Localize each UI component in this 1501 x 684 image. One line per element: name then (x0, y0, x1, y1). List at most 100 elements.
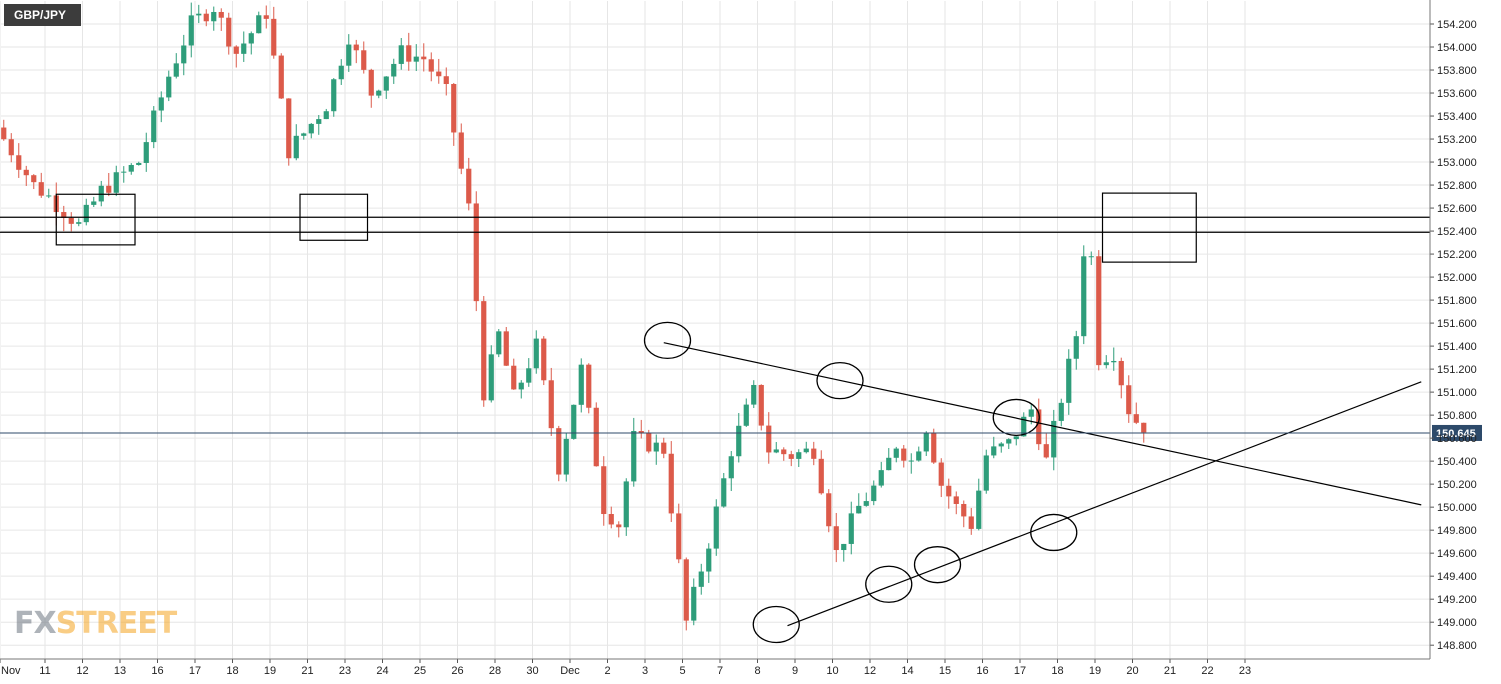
candle-bearish (286, 98, 292, 159)
candle-bullish (571, 404, 577, 439)
candle-bullish (83, 204, 89, 223)
candle-bearish (683, 559, 689, 621)
x-tick-label: 13 (114, 665, 126, 677)
x-tick-label: 21 (301, 665, 313, 677)
candle-bullish (871, 485, 877, 502)
x-tick-label: 16 (976, 665, 988, 677)
candle-bearish (466, 168, 472, 204)
candle-bearish (443, 76, 449, 85)
current-price-label: 150.645 (1436, 428, 1476, 440)
candle-bearish (766, 425, 772, 453)
pivot-ellipse (992, 398, 1040, 437)
y-tick-label: 149.800 (1437, 525, 1477, 537)
candle-bearish (833, 526, 839, 551)
x-tick-label: 16 (151, 665, 163, 677)
candle-bullish (241, 43, 247, 54)
candle-bullish (128, 164, 134, 172)
candle-bearish (451, 84, 457, 133)
candle-bullish (886, 457, 892, 471)
candle-bearish (8, 139, 14, 156)
x-tick-label: 22 (1201, 665, 1213, 677)
candle-bullish (856, 505, 862, 514)
y-tick-label: 151.800 (1437, 295, 1477, 307)
candle-bearish (503, 331, 509, 366)
highlight-box (1101, 192, 1197, 263)
candle-bearish (368, 69, 374, 96)
x-tick-label: 18 (226, 665, 238, 677)
candle-bullish (91, 201, 97, 205)
y-tick-label: 148.800 (1437, 640, 1477, 652)
y-tick-label: 151.600 (1437, 318, 1477, 330)
candle-bearish (788, 454, 794, 459)
y-tick-label: 152.200 (1437, 249, 1477, 261)
logo-fx-text: FX (14, 606, 57, 641)
candle-bearish (661, 442, 667, 454)
candle-bullish (488, 354, 494, 401)
candle-bearish (556, 428, 562, 475)
y-tick-label: 152.400 (1437, 226, 1477, 238)
candle-bearish (946, 485, 952, 497)
candle-bullish (706, 548, 712, 572)
x-tick-label: 25 (414, 665, 426, 677)
candle-bullish (893, 448, 899, 458)
candle-bullish (1103, 362, 1109, 366)
candle-bearish (758, 384, 764, 426)
x-tick-label: 21 (1164, 665, 1176, 677)
candle-bullish (158, 97, 164, 111)
candle-bullish (188, 15, 194, 46)
y-tick-label: 149.600 (1437, 548, 1477, 560)
y-tick-label: 149.200 (1437, 594, 1477, 606)
candle-bearish (106, 185, 112, 193)
candle-bearish (263, 15, 269, 19)
candle-bearish (1118, 360, 1124, 386)
candle-bullish (46, 195, 52, 197)
candle-bearish (638, 431, 644, 433)
x-tick-label: 2 (604, 665, 610, 677)
x-tick-label: 19 (264, 665, 276, 677)
candle-bullish (1058, 402, 1064, 421)
candle-bullish (301, 133, 307, 136)
candle-bearish (968, 516, 974, 529)
y-tick-label: 149.000 (1437, 617, 1477, 629)
candle-bullish (346, 44, 352, 66)
candle-bearish (608, 514, 614, 525)
candle-bullish (743, 404, 749, 426)
candle-bullish (1066, 358, 1072, 403)
candle-bullish (293, 135, 299, 159)
y-tick-label: 153.600 (1437, 88, 1477, 100)
candle-bearish (1043, 444, 1049, 458)
y-tick-label: 152.000 (1437, 272, 1477, 284)
candle-bearish (593, 407, 599, 467)
candle-bullish (496, 331, 502, 355)
candle-bullish (383, 76, 389, 91)
candle-bullish (323, 111, 329, 120)
pivot-ellipse (865, 565, 913, 603)
symbol-label: GBP/JPY (4, 4, 81, 26)
x-tick-label: 5 (679, 665, 685, 677)
candle-bearish (406, 45, 412, 62)
y-tick-label: 150.200 (1437, 479, 1477, 491)
x-tick-label: 12 (76, 665, 88, 677)
candle-bearish (1141, 422, 1147, 433)
candle-bullish (976, 490, 982, 529)
x-tick-label: 14 (901, 665, 913, 677)
candle-bullish (841, 543, 847, 551)
candle-bullish (526, 368, 532, 383)
x-tick-label: 19 (1089, 665, 1101, 677)
grid (0, 1, 1430, 659)
candle-bullish (691, 586, 697, 621)
y-tick-label: 153.000 (1437, 157, 1477, 169)
candle-bullish (721, 478, 727, 507)
candle-bearish (511, 365, 517, 390)
x-tick-label: 30 (526, 665, 538, 677)
candle-bullish (376, 90, 382, 96)
pivot-ellipse (816, 361, 864, 400)
candles (1, 2, 1147, 631)
pivot-ellipse (643, 321, 692, 360)
y-tick-label: 151.400 (1437, 341, 1477, 353)
candle-bearish (811, 448, 817, 459)
candle-bearish (1126, 385, 1132, 415)
candle-bearish (226, 17, 232, 47)
